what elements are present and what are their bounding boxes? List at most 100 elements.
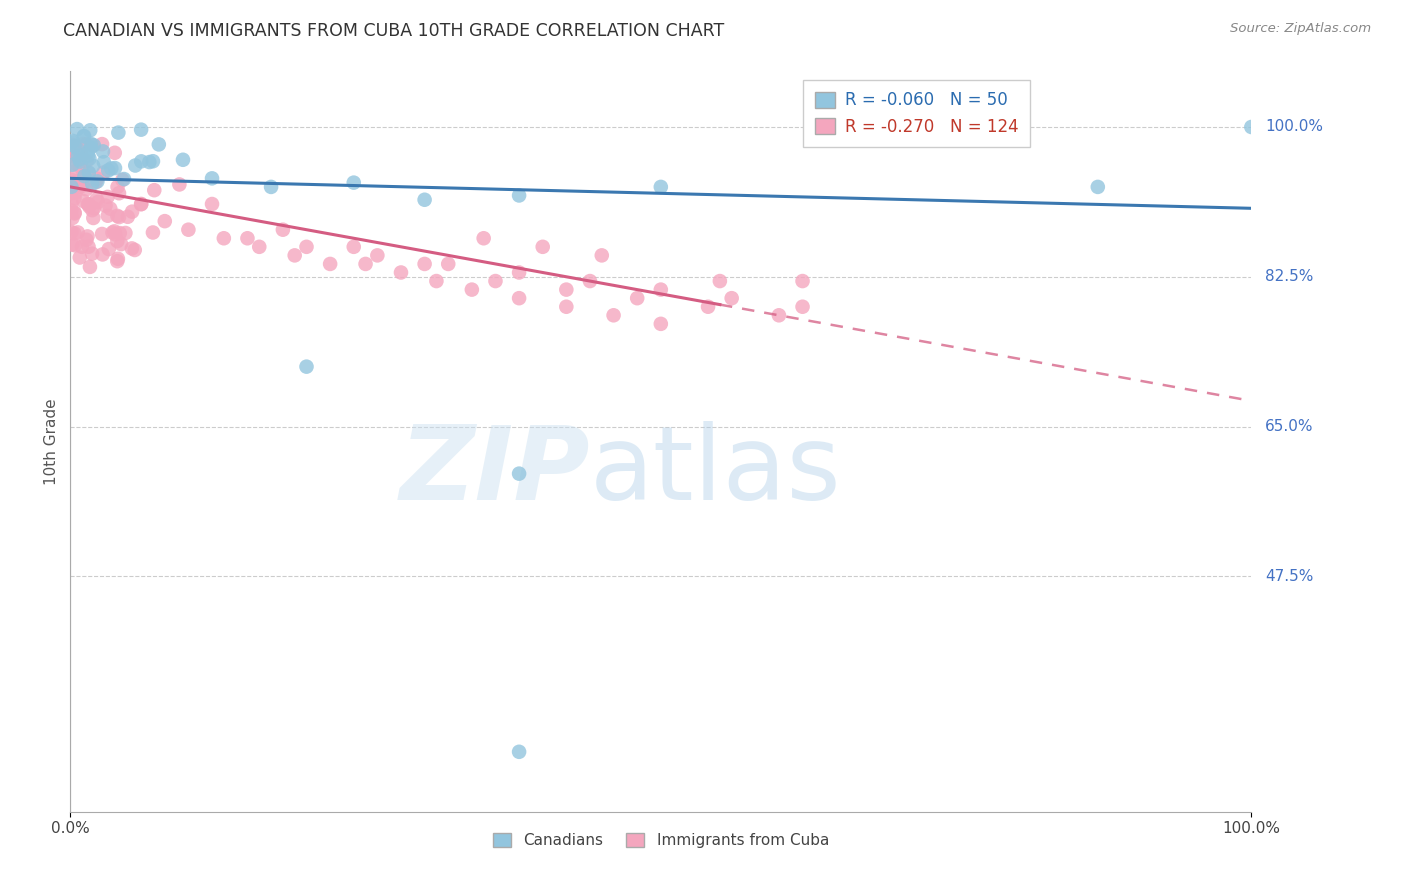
Canadians (79, 123, 101, 137)
Canadians (66, 148, 89, 162)
Immigrants from Cuba (60, 237, 83, 252)
Immigrants from Cuba (768, 308, 790, 322)
Immigrants from Cuba (114, 226, 136, 240)
Immigrants from Cuba (697, 300, 720, 314)
Canadians (650, 180, 672, 194)
Canadians (79, 152, 101, 166)
Immigrants from Cuba (354, 257, 377, 271)
Immigrants from Cuba (343, 240, 366, 254)
Immigrants from Cuba (63, 156, 86, 170)
Immigrants from Cuba (84, 175, 107, 189)
Immigrants from Cuba (143, 183, 166, 197)
Immigrants from Cuba (105, 234, 128, 248)
Immigrants from Cuba (650, 317, 672, 331)
Immigrants from Cuba (70, 240, 93, 254)
Canadians (62, 134, 84, 148)
Canadians (343, 176, 366, 190)
Canadians (82, 177, 104, 191)
Immigrants from Cuba (413, 257, 436, 271)
Canadians (69, 154, 91, 169)
Immigrants from Cuba (82, 138, 104, 153)
Immigrants from Cuba (70, 147, 93, 161)
Immigrants from Cuba (97, 190, 120, 204)
Immigrants from Cuba (555, 300, 578, 314)
Immigrants from Cuba (107, 180, 129, 194)
Immigrants from Cuba (555, 283, 578, 297)
Canadians (77, 166, 100, 180)
Immigrants from Cuba (153, 214, 176, 228)
Immigrants from Cuba (792, 274, 814, 288)
Immigrants from Cuba (72, 167, 94, 181)
Immigrants from Cuba (97, 209, 120, 223)
Canadians (69, 153, 91, 167)
Immigrants from Cuba (63, 238, 86, 252)
Immigrants from Cuba (86, 171, 108, 186)
Y-axis label: 10th Grade: 10th Grade (44, 398, 59, 485)
Canadians (508, 467, 530, 481)
Immigrants from Cuba (271, 223, 294, 237)
Canadians (142, 154, 165, 169)
Immigrants from Cuba (82, 211, 104, 225)
Text: CANADIAN VS IMMIGRANTS FROM CUBA 10TH GRADE CORRELATION CHART: CANADIAN VS IMMIGRANTS FROM CUBA 10TH GR… (63, 22, 724, 40)
Canadians (66, 122, 89, 136)
Immigrants from Cuba (295, 240, 318, 254)
Immigrants from Cuba (86, 192, 108, 206)
Immigrants from Cuba (60, 186, 83, 200)
Immigrants from Cuba (75, 233, 97, 247)
Canadians (82, 159, 104, 173)
Immigrants from Cuba (472, 231, 495, 245)
Immigrants from Cuba (70, 155, 93, 169)
Immigrants from Cuba (117, 210, 139, 224)
Immigrants from Cuba (65, 164, 87, 178)
Immigrants from Cuba (591, 248, 613, 262)
Canadians (260, 180, 283, 194)
Canadians (112, 172, 135, 186)
Immigrants from Cuba (72, 137, 94, 152)
Immigrants from Cuba (98, 202, 121, 216)
Text: Source: ZipAtlas.com: Source: ZipAtlas.com (1230, 22, 1371, 36)
Canadians (80, 140, 103, 154)
Immigrants from Cuba (177, 223, 200, 237)
Immigrants from Cuba (70, 178, 93, 192)
Immigrants from Cuba (72, 194, 94, 208)
Immigrants from Cuba (93, 165, 115, 179)
Immigrants from Cuba (77, 240, 100, 254)
Canadians (201, 171, 224, 186)
Immigrants from Cuba (108, 210, 131, 224)
Canadians (129, 154, 152, 169)
Immigrants from Cuba (76, 137, 98, 152)
Immigrants from Cuba (108, 226, 131, 240)
Canadians (73, 129, 96, 144)
Immigrants from Cuba (425, 274, 447, 288)
Immigrants from Cuba (91, 247, 114, 261)
Immigrants from Cuba (247, 240, 270, 254)
Immigrants from Cuba (65, 177, 87, 191)
Immigrants from Cuba (461, 283, 484, 297)
Immigrants from Cuba (79, 200, 101, 214)
Immigrants from Cuba (284, 248, 307, 262)
Immigrants from Cuba (63, 206, 86, 220)
Immigrants from Cuba (69, 251, 91, 265)
Immigrants from Cuba (65, 139, 87, 153)
Immigrants from Cuba (389, 265, 412, 279)
Immigrants from Cuba (83, 201, 105, 215)
Immigrants from Cuba (63, 227, 86, 241)
Canadians (104, 161, 127, 175)
Immigrants from Cuba (110, 237, 132, 252)
Immigrants from Cuba (77, 166, 100, 180)
Canadians (60, 136, 83, 150)
Canadians (295, 359, 318, 374)
Immigrants from Cuba (236, 231, 259, 245)
Canadians (148, 137, 170, 152)
Immigrants from Cuba (87, 195, 110, 210)
Immigrants from Cuba (579, 274, 602, 288)
Immigrants from Cuba (484, 274, 506, 288)
Immigrants from Cuba (101, 226, 124, 240)
Immigrants from Cuba (105, 209, 128, 223)
Immigrants from Cuba (107, 252, 129, 266)
Canadians (91, 145, 114, 159)
Canadians (124, 159, 146, 173)
Immigrants from Cuba (62, 211, 84, 225)
Canadians (83, 138, 105, 153)
Immigrants from Cuba (792, 300, 814, 314)
